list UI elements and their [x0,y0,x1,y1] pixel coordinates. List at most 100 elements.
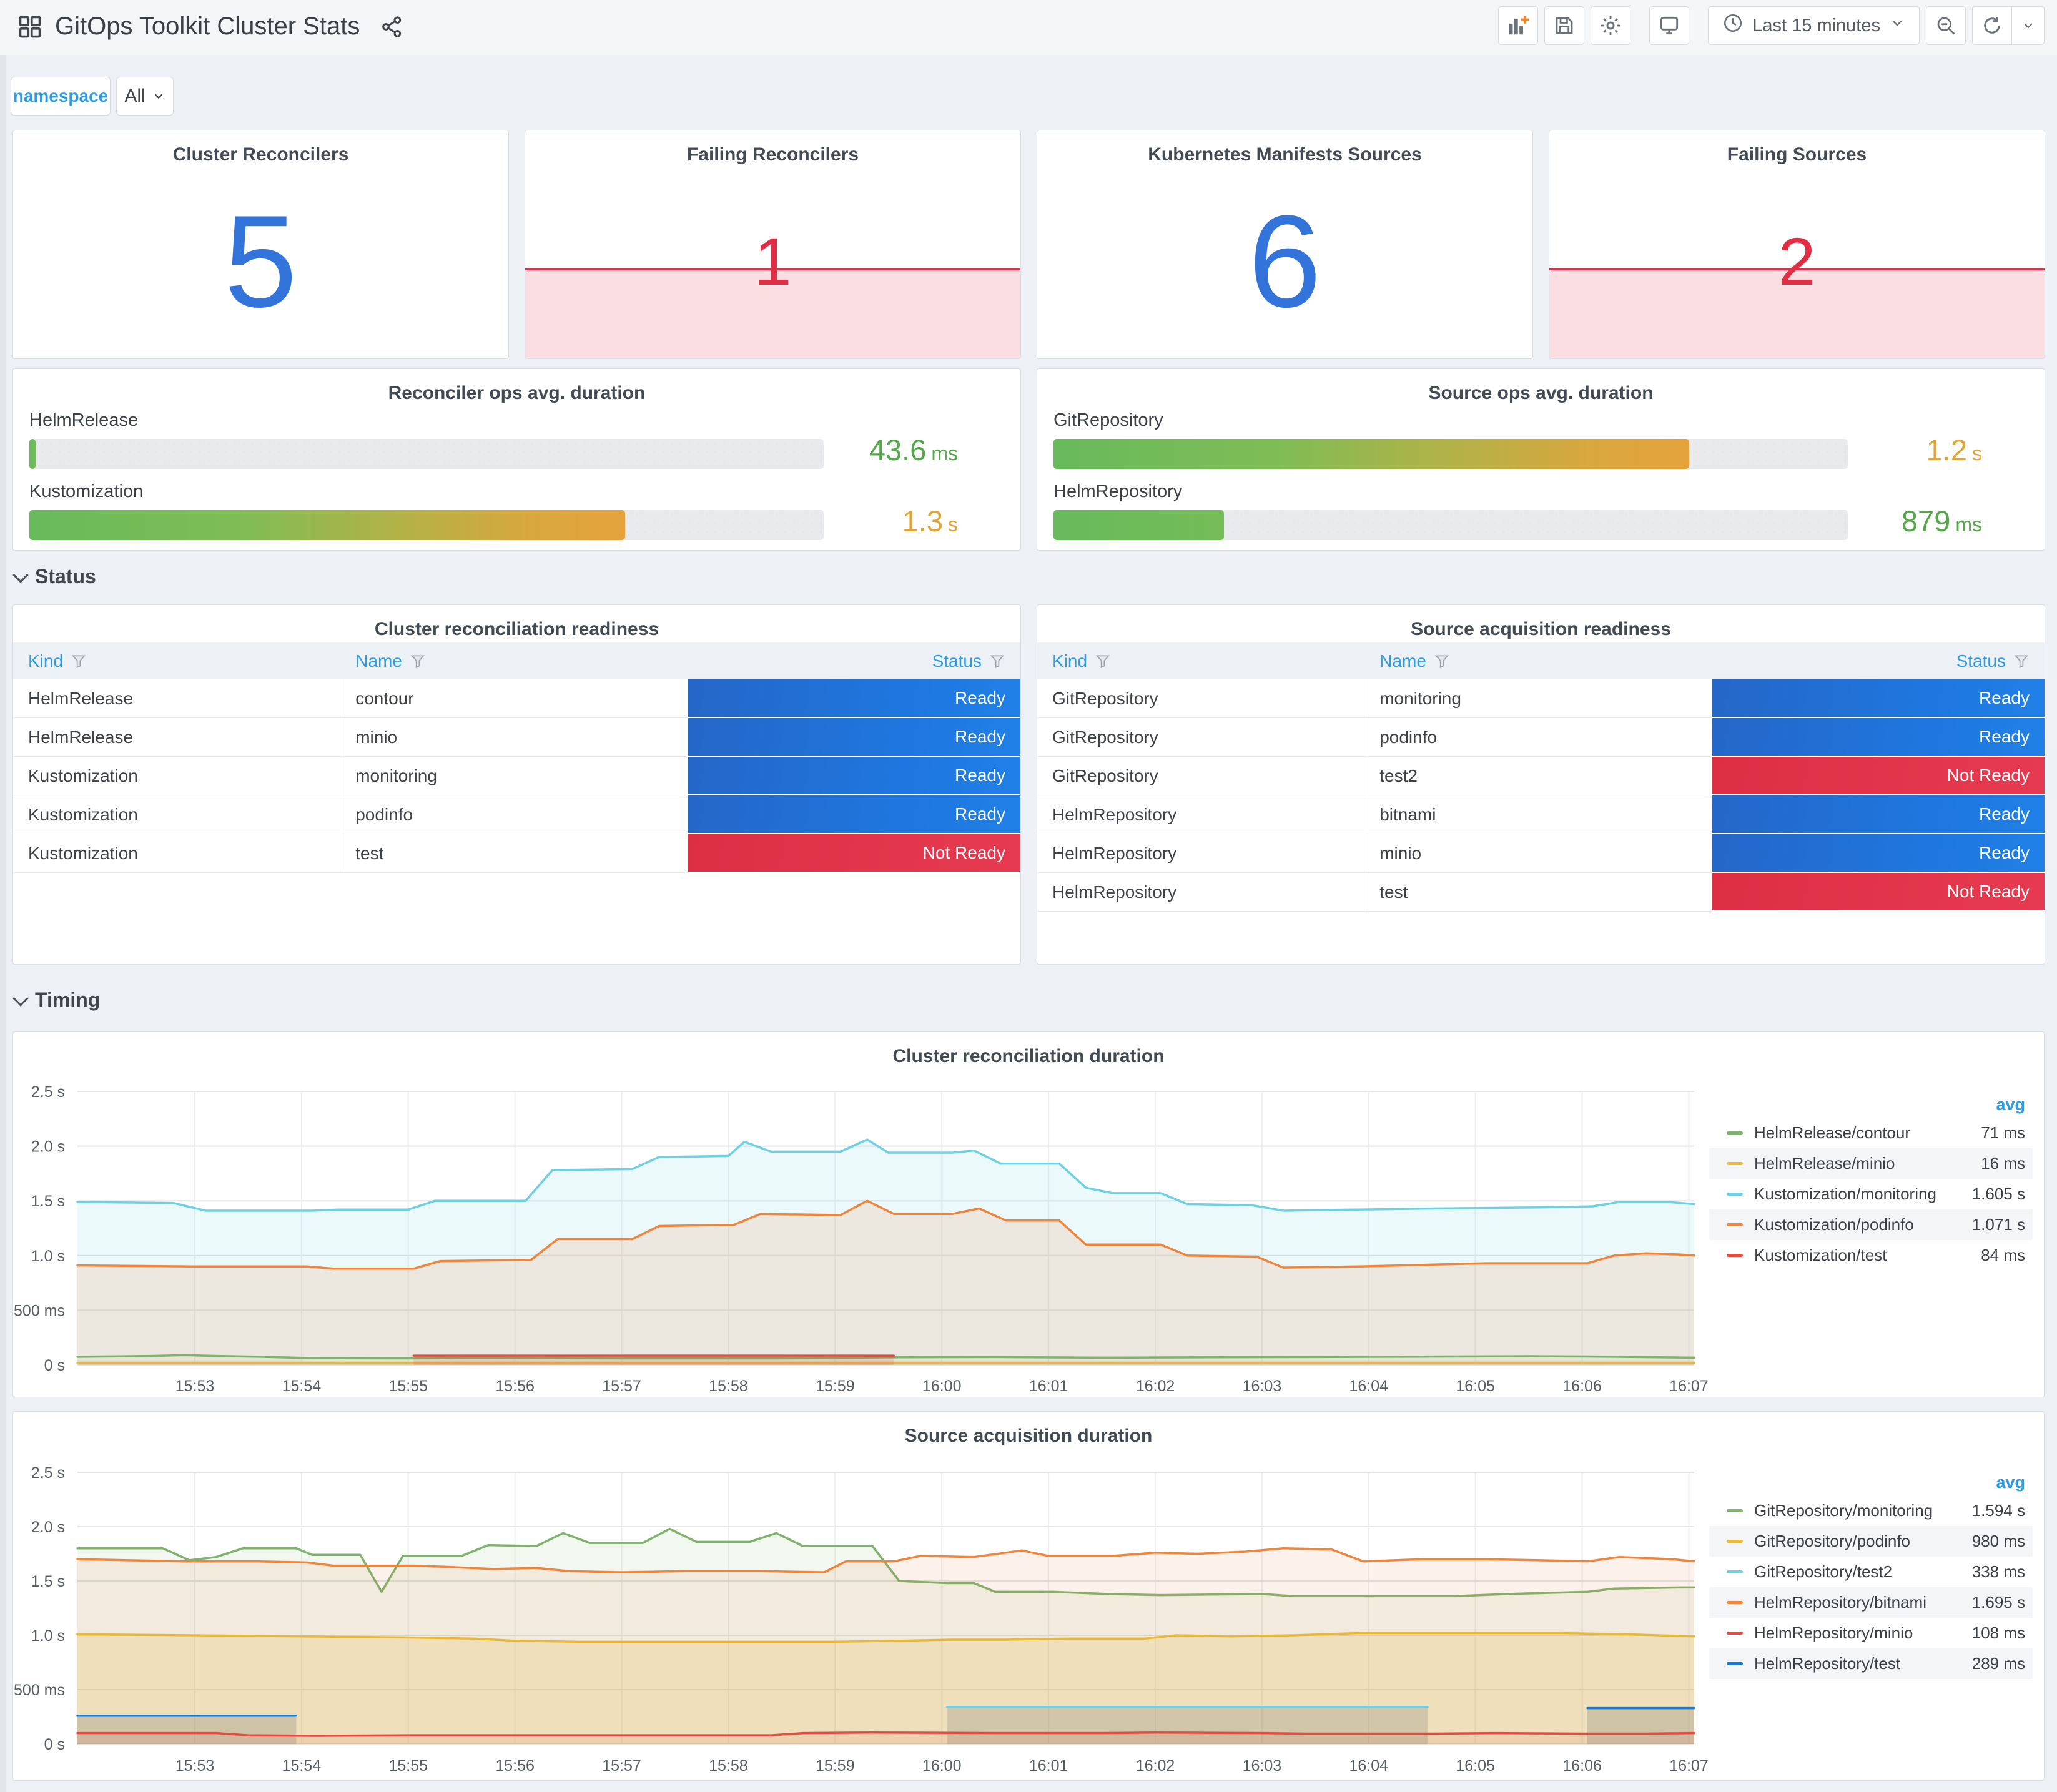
bar-gauge-title: Source ops avg. duration [1428,383,1654,403]
series-name[interactable]: HelmRepository/test [1754,1654,1901,1673]
legend-avg-header[interactable]: avg [1996,1095,2025,1114]
cell-kind: HelmRelease [13,679,341,717]
dashboard-grid-icon[interactable] [16,13,44,41]
column-header-label[interactable]: Kind [1052,651,1088,671]
series-name[interactable]: HelmRepository/bitnami [1754,1593,1926,1612]
bar-gauge-panel: Reconciler ops avg. duration HelmRelease 4… [12,368,1021,551]
legend-item[interactable]: GitRepository/test2 338 ms [1709,1557,2033,1587]
column-header-label[interactable]: Status [932,651,982,671]
cell-kind: Kustomization [13,795,341,834]
svg-text:16:00: 16:00 [922,1757,962,1775]
alert-fill [1549,267,2045,358]
settings-button[interactable] [1591,6,1631,45]
section-timing-label: Timing [35,988,101,1011]
timeseries-title: Source acquisition duration [904,1425,1153,1446]
series-name[interactable]: HelmRepository/minio [1754,1623,1913,1642]
gauge-value-number: 1.3 [902,505,943,538]
series-name[interactable]: HelmRelease/minio [1754,1154,1895,1173]
svg-text:16:03: 16:03 [1243,1757,1282,1775]
column-header-label[interactable]: Name [355,651,402,671]
legend-item[interactable]: Kustomization/monitoring 1.605 s [1709,1179,2033,1209]
column-header-label[interactable]: Name [1379,651,1426,671]
series-name[interactable]: GitRepository/podinfo [1754,1532,1911,1550]
refresh-button[interactable] [1972,6,2012,45]
table-row: HelmRelease minio Ready [13,718,1020,757]
column-header-name[interactable]: Name [1364,651,1712,671]
chart-legend: avg HelmRelease/contour 71 ms HelmRelease/m… [1709,1091,2033,1271]
column-header-label[interactable]: Status [1956,651,2006,671]
timeseries-panel: Source acquisition duration 0 s 500 ms 1.0 … [12,1411,2045,1781]
gauge-row-label: HelmRepository [1053,481,1183,501]
filter-icon[interactable] [71,653,87,669]
gauge-bar [29,439,36,469]
section-status[interactable]: Status [12,565,96,588]
series-name[interactable]: Kustomization/monitoring [1754,1184,1936,1203]
add-panel-button[interactable] [1498,6,1539,45]
svg-text:15:59: 15:59 [816,1377,855,1395]
legend-item[interactable]: GitRepository/monitoring 1.594 s [1709,1495,2033,1526]
series-name[interactable]: HelmRelease/contour [1754,1123,1911,1142]
svg-text:15:58: 15:58 [709,1377,748,1395]
series-name[interactable]: GitRepository/monitoring [1754,1501,1933,1520]
legend-item[interactable]: Kustomization/podinfo 1.071 s [1709,1209,2033,1240]
series-name[interactable]: Kustomization/test [1754,1246,1887,1264]
legend-item[interactable]: Kustomization/test 84 ms [1709,1240,2033,1271]
variable-namespace-value-dropdown[interactable]: All [116,77,174,116]
column-header-status[interactable]: Status [688,651,1020,671]
svg-text:15:55: 15:55 [388,1757,428,1775]
variable-namespace-label[interactable]: namespace [11,77,111,116]
cell-kind: GitRepository [1037,757,1365,795]
svg-text:15:56: 15:56 [495,1377,535,1395]
table-row: Kustomization test Not Ready [13,834,1020,873]
series-avg-value: 16 ms [1981,1154,2025,1173]
chevron-down-icon [1889,15,1905,36]
gauge-value-number: 879 [1901,505,1951,538]
series-name[interactable]: Kustomization/podinfo [1754,1215,1914,1234]
save-dashboard-button[interactable] [1544,6,1585,45]
legend-item[interactable]: HelmRelease/minio 16 ms [1709,1148,2033,1179]
stat-panel-title: Failing Reconcilers [686,144,859,165]
legend-avg-header[interactable]: avg [1996,1472,2025,1492]
svg-text:16:06: 16:06 [1562,1377,1602,1395]
cycle-view-icon[interactable] [1649,6,1690,45]
legend-item[interactable]: HelmRepository/test 289 ms [1709,1648,2033,1679]
filter-icon[interactable] [410,653,426,669]
table-title: Source acquisition readiness [1411,619,1671,639]
filter-icon[interactable] [989,653,1005,669]
series-color-swatch [1727,1570,1743,1573]
svg-text:15:57: 15:57 [602,1757,641,1775]
svg-text:16:07: 16:07 [1669,1757,1709,1775]
column-header-kind[interactable]: Kind [13,651,340,671]
table-body: HelmRelease contour Ready HelmRelease minio R… [13,679,1020,873]
series-name[interactable]: GitRepository/test2 [1754,1562,1893,1581]
gauge-row-label: Kustomization [29,481,144,501]
series-avg-value: 84 ms [1981,1246,2025,1264]
gauge-value-unit: ms [1955,513,1982,536]
refresh-interval-dropdown[interactable] [2012,6,2045,45]
zoom-out-button[interactable] [1926,6,1966,45]
table-panel: Source acquisition readiness Kind Name Stat… [1037,604,2045,965]
table-row: GitRepository podinfo Ready [1037,718,2045,757]
cell-status: Not Ready [1712,873,2045,912]
legend-item[interactable]: HelmRepository/minio 108 ms [1709,1618,2033,1648]
time-range-picker[interactable]: Last 15 minutes [1708,6,1920,45]
series-avg-value: 1.071 s [1971,1215,2025,1234]
svg-text:16:05: 16:05 [1456,1757,1495,1775]
svg-text:16:05: 16:05 [1456,1377,1495,1395]
column-header-status[interactable]: Status [1712,651,2045,671]
legend-item[interactable]: GitRepository/podinfo 980 ms [1709,1526,2033,1557]
column-header-name[interactable]: Name [340,651,688,671]
bar-gauge-title: Reconciler ops avg. duration [388,383,646,403]
series-color-swatch [1727,1662,1743,1665]
share-icon[interactable] [380,14,405,39]
filter-icon[interactable] [2013,653,2030,669]
column-header-label[interactable]: Kind [28,651,64,671]
series-avg-value: 1.695 s [1971,1593,2025,1612]
legend-item[interactable]: HelmRelease/contour 71 ms [1709,1118,2033,1148]
legend-item[interactable]: HelmRepository/bitnami 1.695 s [1709,1587,2033,1618]
filter-icon[interactable] [1434,653,1450,669]
column-header-kind[interactable]: Kind [1037,651,1364,671]
cell-name: minio [1364,834,1712,872]
section-timing[interactable]: Timing [12,988,101,1012]
filter-icon[interactable] [1095,653,1111,669]
